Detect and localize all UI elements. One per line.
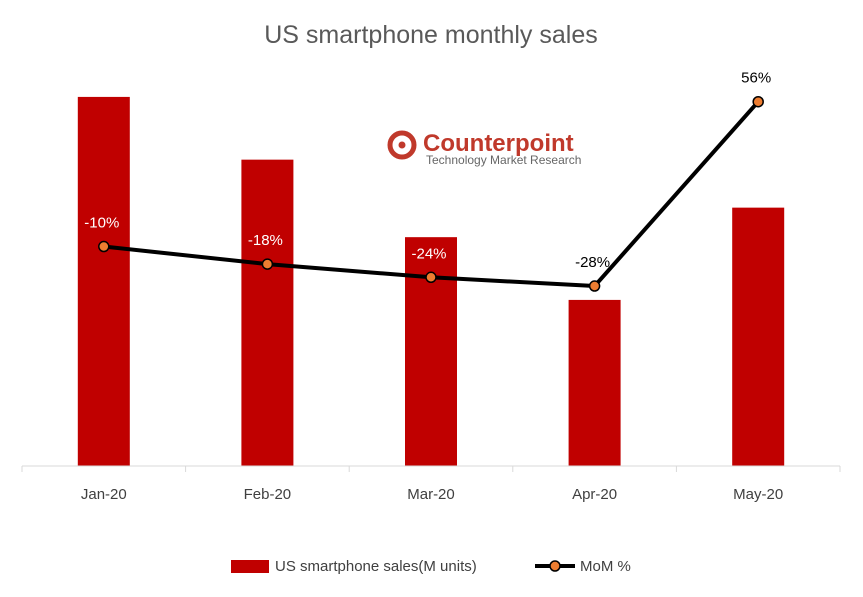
chart-title: US smartphone monthly sales — [264, 21, 597, 49]
x-tick-label: Apr-20 — [572, 486, 617, 503]
x-tick-label: Jan-20 — [81, 486, 127, 503]
line-series — [98, 95, 764, 292]
bar-mar-20 — [405, 237, 457, 466]
x-tick-label: Feb-20 — [244, 486, 292, 503]
x-axis-ticks — [21, 466, 841, 472]
mom-label-apr-20: -28% — [575, 254, 610, 271]
bar-may-20 — [732, 207, 785, 467]
mom-label-feb-20: -18% — [248, 232, 283, 249]
counterpoint-logo-dot — [398, 141, 406, 149]
mom-label-jan-20: -10% — [84, 215, 119, 232]
mom-label-may-20: 56% — [741, 70, 771, 87]
mom-point-mar-20 — [425, 271, 437, 284]
legend: US smartphone sales(M units) MoM % — [231, 558, 631, 575]
bar-series — [77, 96, 785, 467]
mom-point-jan-20 — [98, 240, 110, 253]
bar-feb-20 — [241, 159, 294, 466]
x-axis-labels: Jan-20 Feb-20 Mar-20 Apr-20 May-20 — [81, 486, 783, 503]
logo-tagline: Technology Market Research — [426, 153, 581, 167]
mom-point-apr-20 — [588, 280, 601, 292]
legend-line-label: MoM % — [580, 558, 631, 575]
data-labels: -10% -18% -24% -28% 56% — [84, 70, 771, 271]
bar-jan-20 — [77, 96, 130, 466]
x-tick-label: May-20 — [733, 486, 783, 503]
mom-label-mar-20: -24% — [411, 245, 446, 262]
mom-point-feb-20 — [261, 258, 274, 270]
legend-bar-swatch — [231, 560, 269, 573]
legend-bar-label: US smartphone sales(M units) — [275, 558, 477, 575]
bar-apr-20 — [568, 299, 621, 466]
counterpoint-logo-mark — [387, 130, 417, 160]
x-tick-label: Mar-20 — [407, 486, 455, 503]
mom-point-may-20 — [752, 95, 764, 108]
legend-line-marker — [549, 560, 561, 572]
logo-brand: Counterpoint — [423, 130, 574, 157]
counterpoint-logo: Counterpoint Technology Market Research — [387, 130, 581, 167]
